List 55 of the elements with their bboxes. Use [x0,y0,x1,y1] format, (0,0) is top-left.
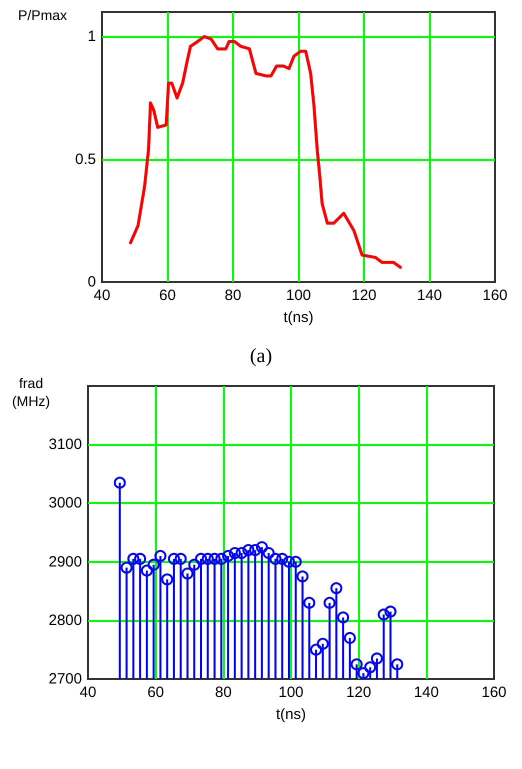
point [310,644,322,656]
point [384,606,396,618]
x-tick-label: 40 [94,287,110,304]
point [344,632,356,644]
point [324,596,336,609]
x-tick-label: 80 [224,287,242,304]
point [370,652,383,664]
point [188,558,200,571]
x-tick-label: 60 [147,684,164,701]
text: (a) [250,345,272,367]
y-tick-label: 2800 [48,612,82,629]
x-tick-label: 160 [482,287,508,304]
point [256,541,268,554]
x-tick-label: 60 [159,287,176,304]
point [337,611,350,624]
point [350,658,363,670]
point [296,570,309,582]
point [391,658,404,670]
point [262,547,275,560]
point [154,550,166,562]
y-tick-label: 1 [88,28,96,46]
y-tick-label: 3000 [48,494,82,512]
point [140,564,153,577]
y-axis-title: frad (MHz) [12,375,50,409]
x-tick-label: 140 [416,287,442,304]
y-axis-title: P/Pmax [18,7,68,23]
x-tick-label: 100 [286,287,312,304]
y-tick-label: 2900 [48,553,82,570]
point [134,552,146,565]
point [148,558,160,571]
x-tick-label: 100 [278,684,304,701]
x-tick-label: 80 [214,684,232,701]
line-series [128,35,402,269]
x-tick-label: 120 [346,684,372,701]
point [290,556,302,568]
x-tick-label: 160 [481,684,507,701]
point [161,573,174,586]
y-tick-label: 3100 [48,436,82,454]
point [330,582,342,594]
point [357,667,370,680]
x-tick-label: 40 [80,684,96,701]
x-axis-title: t(ns) [284,309,314,326]
point [364,661,376,674]
point [316,638,329,650]
point [303,596,316,609]
point [114,476,126,489]
y-tick-label: 2700 [48,670,82,688]
x-tick-label: 120 [351,287,377,304]
x-tick-label: 140 [414,684,439,701]
y-tick-label: 0.5 [75,150,96,168]
point [181,568,194,580]
point [174,552,187,565]
point [120,562,133,574]
y-tick-label: 0 [88,274,96,290]
x-axis-title: t(ns) [276,706,306,723]
